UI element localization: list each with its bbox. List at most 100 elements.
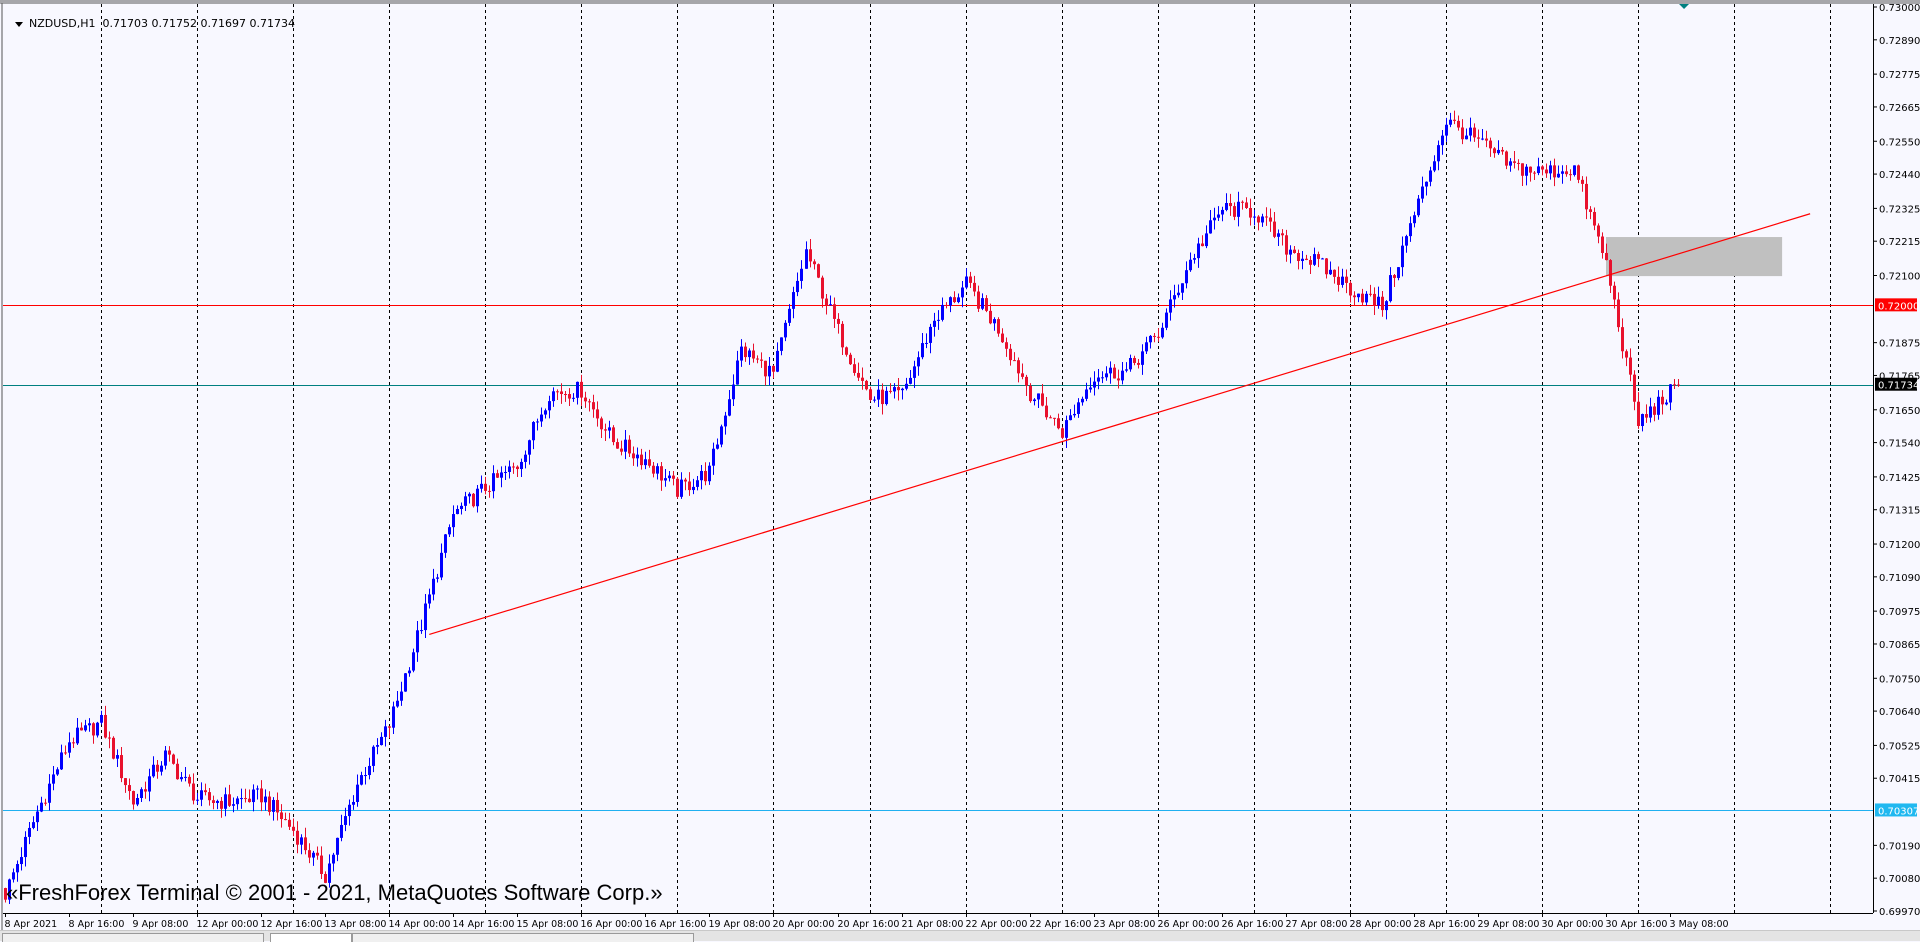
candle [604,423,607,441]
candle-body [700,470,703,481]
candle-body [893,387,896,392]
candle-body [392,706,395,728]
zone-rectangle [1606,237,1783,277]
candle [680,472,683,499]
candle-body [1637,401,1640,427]
candle-body [140,789,143,798]
candle [96,721,99,738]
candle [1637,392,1640,429]
candle-body [764,360,767,377]
candle [16,860,19,882]
candle-body [92,723,95,736]
candle [1293,245,1296,254]
candle [576,381,579,405]
trendline [429,213,1811,636]
candle-body [348,804,351,817]
candle [1633,370,1636,411]
candle [176,758,179,780]
candle-body [997,319,1000,334]
candle-body [1213,217,1216,221]
candle [1061,426,1064,440]
candle [444,533,447,558]
chart-tabs-bar [0,930,1920,942]
candle [1361,288,1364,306]
candle [1305,254,1308,261]
candle-body [1613,285,1616,300]
candle-body [901,388,904,391]
candle-body [841,323,844,348]
candle [1057,413,1060,430]
candle [608,420,611,439]
candle [36,805,39,831]
candle [965,268,968,290]
candle-body [556,391,559,393]
candle-body [1021,373,1024,377]
candle-body [945,304,948,306]
candle [1181,283,1184,300]
candle [1037,393,1040,408]
candle [1533,171,1536,181]
chart-tab[interactable] [352,933,694,942]
candle [1677,379,1680,387]
candle-body [1585,183,1588,210]
candle [941,297,944,322]
candle [913,360,916,388]
candle [1565,165,1568,177]
candle-body [644,459,647,466]
candle-body [837,318,840,324]
candle [1201,235,1204,247]
candle-body [636,454,639,459]
candle-body [1525,166,1528,176]
candle [1489,137,1492,157]
candle-body [284,819,287,821]
candle [985,295,988,313]
candle-body [957,297,960,303]
candle [1289,245,1292,264]
candle-body [1277,233,1280,237]
candle [408,667,411,677]
candle-body [36,811,39,823]
candle [969,271,972,288]
candle-body [552,391,555,402]
dropdown-triangle-icon[interactable] [15,21,23,27]
candle [496,469,499,479]
time-tick-label: 23 Apr 08:00 [1094,919,1156,930]
candle-body [244,798,247,800]
candle-body [708,465,711,482]
candle [929,323,932,354]
candle [248,789,251,803]
candle [732,374,735,406]
price-tick-label: 0.70865 [1879,640,1920,651]
candle [536,418,539,431]
candle-body [897,387,900,391]
price-tick-label: 0.70750 [1879,674,1920,685]
candle [468,492,471,504]
candle [829,295,832,306]
chart-tab[interactable] [2,933,264,942]
candle [1653,402,1656,422]
candle [180,771,183,782]
candle-body [1405,236,1408,246]
price-tick-label: 0.69970 [1879,907,1920,918]
candle-body [1477,137,1480,139]
candle [212,795,215,810]
candle-body [1537,166,1540,174]
candle-body [1609,260,1612,286]
candle [756,355,759,364]
candle-body [500,472,503,478]
candle-body [1417,198,1420,216]
price-tick-label: 0.72550 [1879,137,1920,148]
candle [1661,390,1664,415]
candle [825,293,828,315]
candle-body [60,752,63,770]
candle [28,821,31,845]
candle [312,850,315,866]
candle-body [1481,138,1484,140]
candle-body [800,268,803,281]
candle [1337,266,1340,292]
candle [140,787,143,803]
candle [933,312,936,337]
chart-tab-active[interactable] [270,933,352,942]
candle-body [1565,171,1568,175]
